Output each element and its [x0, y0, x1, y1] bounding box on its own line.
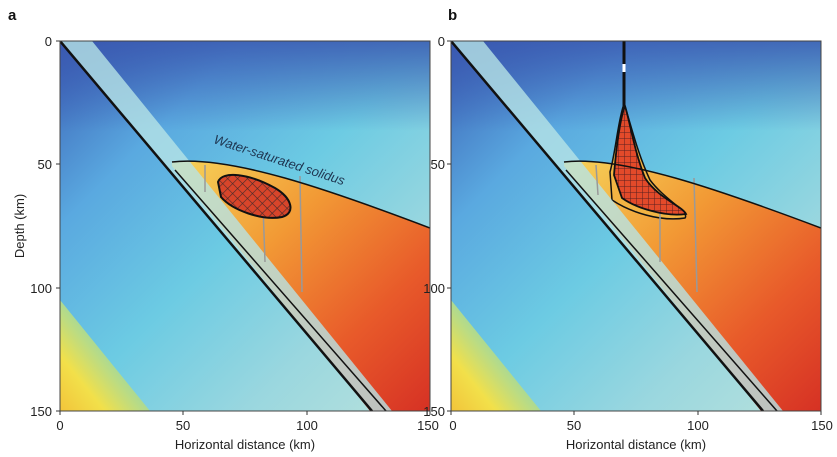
x-tick-label: 100	[296, 418, 318, 433]
x-tick-label: 0	[56, 418, 63, 433]
x-tick-label: 0	[449, 418, 456, 433]
y-tick-label: 50	[431, 157, 445, 172]
y-tick-label: 150	[423, 404, 445, 419]
y-tick-label: 150	[30, 404, 52, 419]
y-tick-label: 0	[438, 34, 445, 49]
x-tick-label: 100	[687, 418, 709, 433]
y-tick-label: 50	[38, 157, 52, 172]
panel-a: Water-saturated solidus a Depth (km) 0 5…	[8, 7, 439, 452]
panel-b: b 0 50 100 150 0 50 100 150 Horizontal d…	[423, 7, 833, 452]
x-tick-label: 150	[417, 418, 439, 433]
y-axis-label-a: Depth (km)	[12, 194, 27, 258]
panel-a-plot	[60, 41, 430, 411]
x-tick-label: 50	[176, 418, 190, 433]
melt-zone-b	[613, 103, 688, 216]
melt-zone-a	[216, 173, 292, 219]
slab-surface-line-b	[451, 41, 764, 411]
x-axis-label-a: Horizontal distance (km)	[175, 437, 315, 452]
x-ticks-b: 0 50 100 150	[449, 411, 833, 433]
x-tick-label: 50	[567, 418, 581, 433]
y-tick-label: 0	[45, 34, 52, 49]
x-axis-label-b: Horizontal distance (km)	[566, 437, 706, 452]
panel-b-label: b	[448, 7, 457, 24]
y-ticks-b: 0 50 100 150	[423, 34, 451, 419]
y-ticks-a: 0 50 100 150	[30, 34, 60, 419]
slab-surface-line-a	[60, 41, 373, 411]
y-tick-label: 100	[423, 281, 445, 296]
panel-a-label: a	[8, 7, 17, 24]
y-tick-label: 100	[30, 281, 52, 296]
x-ticks-a: 0 50 100 150	[56, 411, 439, 433]
x-tick-label: 150	[811, 418, 833, 433]
panel-b-plot	[451, 41, 821, 411]
